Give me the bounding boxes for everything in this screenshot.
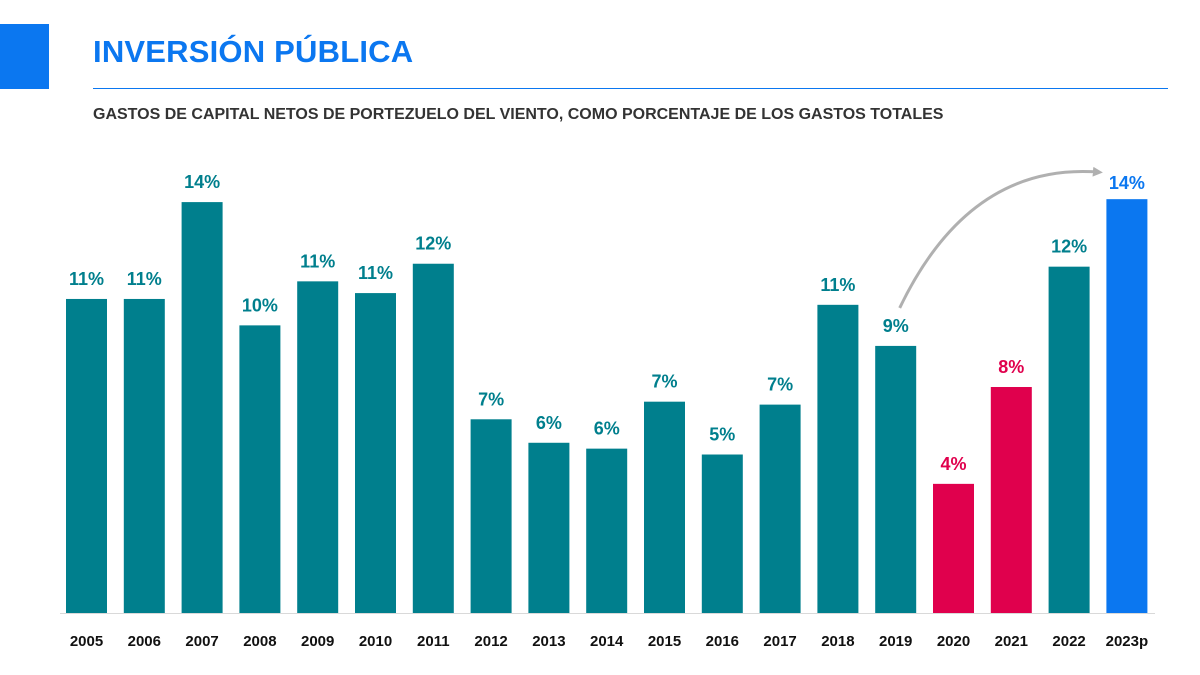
x-tick-label-2006: 2006 [128, 633, 161, 650]
bar-value-label-2006: 11% [127, 269, 162, 289]
bar-2008 [239, 325, 281, 613]
bar-value-label-2017: 7% [767, 375, 793, 395]
x-tick-label-2023p: 2023p [1106, 633, 1149, 650]
bar-value-label-2020: 4% [940, 454, 966, 474]
bar-value-label-2021: 8% [998, 357, 1024, 377]
corner-accent-block [0, 24, 49, 89]
bar-2010 [355, 293, 396, 613]
bar-2014 [586, 448, 628, 613]
bar-value-label-2019: 9% [883, 316, 909, 336]
bar-value-label-2014: 6% [594, 419, 620, 439]
x-tick-label-2010: 2010 [359, 633, 392, 650]
bar-value-label-2011: 12% [415, 234, 451, 254]
bar-value-label-2012: 7% [478, 389, 504, 409]
bar-2015 [644, 401, 685, 613]
x-tick-label-2012: 2012 [474, 633, 507, 650]
title-divider [93, 88, 1168, 89]
bar-value-label-2005: 11% [69, 269, 104, 289]
bar-2011 [412, 263, 454, 613]
bar-2018 [817, 304, 859, 613]
bar-value-label-2015: 7% [651, 372, 677, 392]
bar-2020 [933, 483, 974, 613]
page-title: INVERSIÓN PÚBLICA [93, 34, 414, 69]
bar-2009 [297, 281, 339, 613]
x-tick-label-2020: 2020 [937, 633, 970, 650]
bar-value-label-2008: 10% [242, 295, 278, 315]
x-tick-label-2011: 2011 [417, 633, 450, 650]
bar-2017 [759, 404, 801, 613]
bar-2022 [1048, 266, 1090, 613]
bar-value-label-2010: 11% [358, 263, 393, 283]
x-tick-label-2008: 2008 [243, 633, 276, 650]
bar-value-label-2018: 11% [820, 275, 855, 295]
x-tick-label-2005: 2005 [70, 633, 103, 650]
x-tick-label-2019: 2019 [879, 633, 912, 650]
bar-2023p [1106, 199, 1148, 614]
bar-2007 [181, 202, 223, 613]
bar-2013 [528, 442, 570, 613]
x-tick-label-2015: 2015 [648, 633, 681, 650]
bar-value-label-2007: 14% [184, 172, 220, 192]
x-tick-label-2022: 2022 [1052, 633, 1085, 650]
bar-2005 [66, 298, 107, 613]
bar-value-label-2022: 12% [1051, 237, 1087, 257]
bar-2019 [875, 345, 917, 613]
bar-value-label-2023p: 14% [1109, 173, 1145, 193]
bar-2016 [701, 454, 743, 613]
x-tick-label-2018: 2018 [821, 633, 854, 650]
bar-2021 [990, 387, 1032, 613]
bar-value-label-2016: 5% [709, 425, 735, 445]
trend-arrow [898, 166, 1103, 309]
x-tick-label-2007: 2007 [185, 633, 218, 650]
bar-2006 [123, 298, 165, 613]
x-tick-label-2017: 2017 [763, 633, 796, 650]
x-tick-label-2009: 2009 [301, 633, 334, 650]
x-tick-label-2016: 2016 [706, 633, 739, 650]
x-tick-label-2021: 2021 [995, 633, 1028, 650]
x-tick-label-2013: 2013 [532, 633, 565, 650]
bar-2012 [470, 419, 512, 613]
bar-value-label-2013: 6% [536, 413, 562, 433]
chart-subtitle: GASTOS DE CAPITAL NETOS DE PORTEZUELO DE… [93, 106, 944, 123]
x-tick-label-2014: 2014 [590, 633, 624, 650]
bar-value-label-2009: 11% [300, 251, 335, 271]
